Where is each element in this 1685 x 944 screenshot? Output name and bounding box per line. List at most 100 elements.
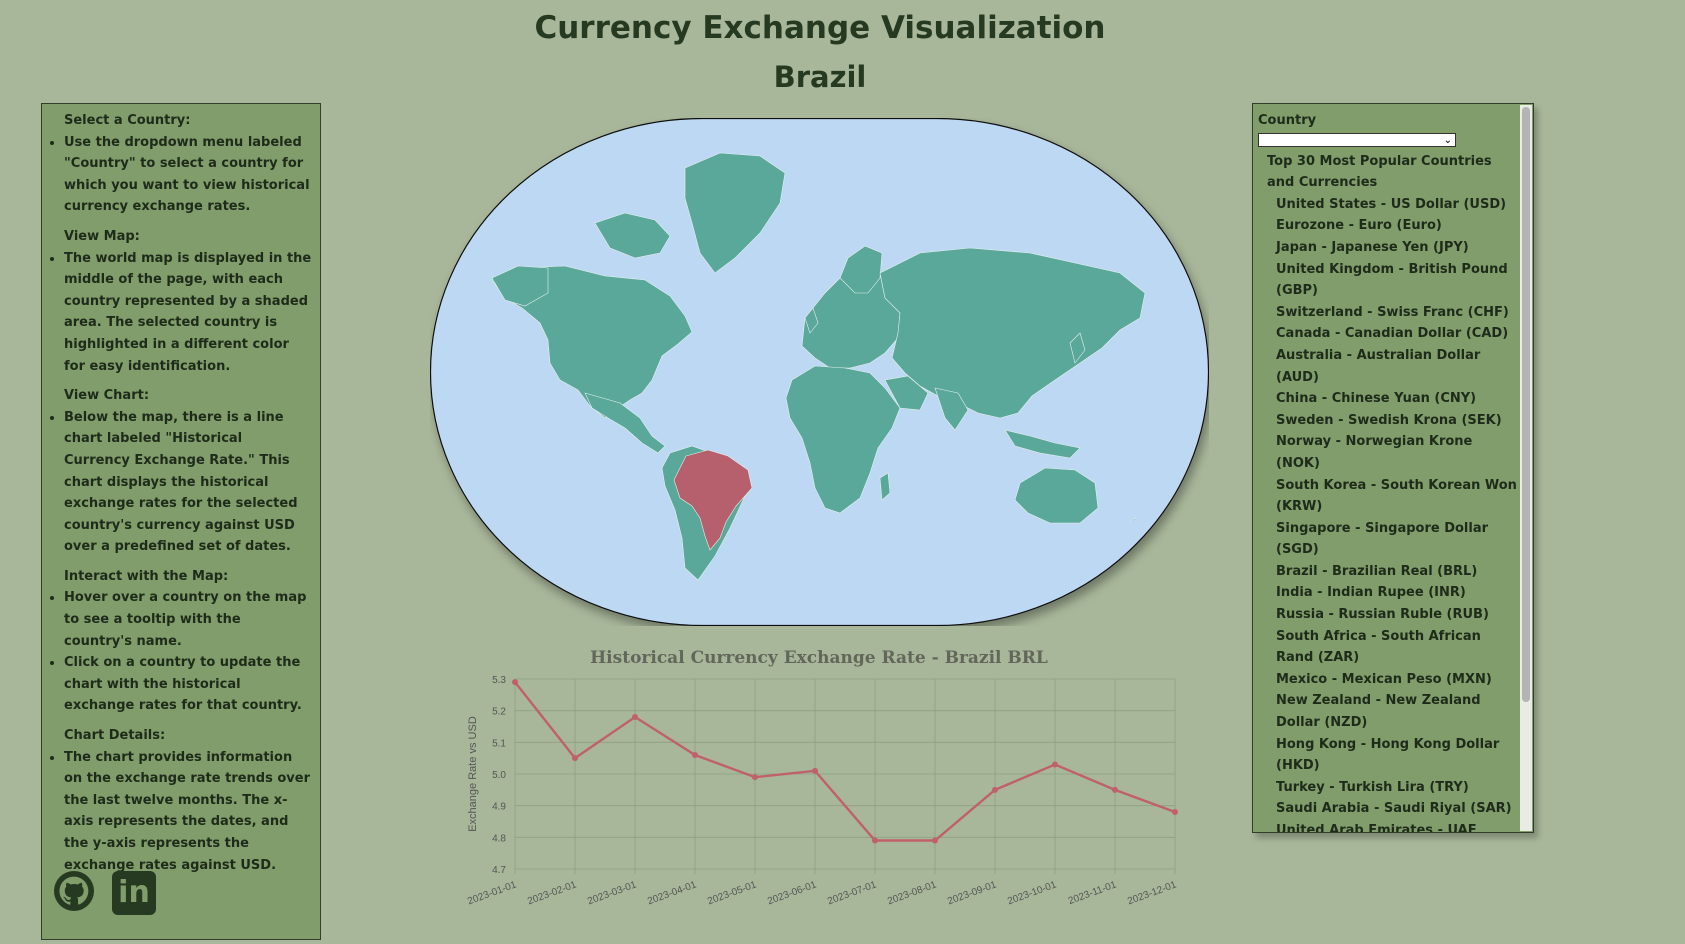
country-option[interactable]: China - Chinese Yuan (CNY) [1276, 391, 1477, 407]
y-tick-label: 5.1 [492, 738, 506, 749]
country-africa[interactable] [785, 365, 901, 514]
country-brazil[interactable] [673, 449, 753, 551]
country-option[interactable]: India - Indian Rupee (INR) [1276, 585, 1466, 601]
instruction-section-title: View Map: [64, 228, 140, 244]
country-option[interactable]: Brazil - Brazilian Real (BRL) [1276, 563, 1478, 579]
x-tick-label: 2023-03-01 [586, 879, 638, 907]
instruction-section: Interact with the Map: Hover over a count… [42, 566, 320, 717]
y-tick-label: 4.8 [492, 833, 506, 844]
country-option[interactable]: Russia - Russian Ruble (RUB) [1276, 607, 1489, 623]
country-madagascar[interactable] [879, 472, 891, 501]
country-greenland[interactable] [684, 152, 786, 274]
data-point [872, 837, 878, 844]
data-point [1052, 761, 1058, 768]
country-list: United States - US Dollar (USD) Eurozone … [1276, 194, 1519, 833]
instruction-bullet: Below the map, there is a line chart lab… [64, 407, 312, 558]
instruction-bullets: Hover over a country on the map to see a… [42, 587, 320, 717]
country-japan[interactable] [1069, 332, 1086, 364]
data-point [1112, 786, 1118, 793]
country-option[interactable]: New Zealand - New Zealand Dollar (NZD) [1276, 693, 1481, 731]
x-tick-label: 2023-11-01 [1067, 879, 1119, 907]
country-arabia[interactable] [884, 375, 929, 411]
country-panel: Country ⌄ Top 30 Most Popular Countries … [1252, 103, 1534, 833]
instruction-section: Select a Country: Use the dropdown menu l… [42, 110, 320, 218]
country-panel-scrollbar[interactable] [1520, 105, 1532, 831]
country-option[interactable]: United Arab Emirates - UAE Dirham (AED) [1276, 823, 1477, 833]
instruction-bullet: The world map is displayed in the middle… [64, 248, 312, 378]
instruction-bullets: Below the map, there is a line chart lab… [42, 407, 320, 558]
instruction-bullet: Click on a country to update the chart w… [64, 652, 312, 717]
country-australia[interactable] [1014, 467, 1099, 524]
country-asia[interactable] [879, 247, 1146, 419]
instructions-panel: Select a Country: Use the dropdown menu l… [41, 103, 321, 940]
country-label: Country [1258, 113, 1317, 128]
country-option[interactable]: Hong Kong - Hong Kong Dollar (HKD) [1276, 736, 1500, 774]
data-point [1172, 809, 1178, 815]
y-axis-label: Exchange Rate vs USD [467, 716, 479, 832]
country-option[interactable]: Saudi Arabia - Saudi Riyal (SAR) [1276, 801, 1512, 817]
chevron-down-icon: ⌄ [1443, 134, 1452, 146]
scrollbar-thumb[interactable] [1522, 107, 1530, 702]
instruction-section-title: Select a Country: [64, 113, 191, 128]
data-point [692, 752, 698, 758]
page-title: Currency Exchange Visualization [534, 10, 1106, 46]
country-option[interactable]: South Korea - South Korean Won (KRW) [1276, 477, 1517, 515]
social-links: in [54, 871, 156, 915]
instruction-bullets: Use the dropdown menu labeled "Country" … [42, 132, 320, 218]
x-tick-label: 2023-08-01 [886, 879, 938, 907]
linkedin-link[interactable]: in [112, 871, 156, 915]
x-tick-label: 2023-12-01 [1126, 879, 1178, 907]
x-tick-label: 2023-01-01 [466, 879, 518, 907]
country-option[interactable]: United States - US Dollar (USD) [1276, 196, 1507, 212]
data-point [812, 767, 818, 774]
country-option[interactable]: South Africa - South African Rand (ZAR) [1276, 628, 1481, 666]
instruction-bullet: Hover over a country on the map to see a… [64, 587, 312, 652]
country-option[interactable]: Australia - Australian Dollar (AUD) [1276, 347, 1481, 385]
world-map[interactable] [429, 117, 1210, 627]
country-indonesia[interactable] [1004, 429, 1081, 459]
country-option[interactable]: Eurozone - Euro (Euro) [1276, 218, 1442, 234]
data-point [932, 837, 938, 844]
x-tick-label: 2023-10-01 [1006, 879, 1058, 907]
data-point [992, 786, 998, 793]
country-option[interactable]: United Kingdom - British Pound (GBP) [1276, 261, 1508, 299]
instructions-list: Select a Country: Use the dropdown menu l… [42, 110, 320, 876]
y-tick-label: 5.2 [492, 707, 506, 718]
country-arctic-islands[interactable] [594, 212, 671, 259]
y-tick-label: 5.0 [492, 770, 506, 781]
x-tick-label: 2023-07-01 [826, 879, 878, 907]
y-tick-label: 4.7 [492, 865, 506, 876]
y-tick-label: 5.3 [492, 675, 506, 686]
country-north-america[interactable] [491, 265, 693, 419]
x-tick-label: 2023-09-01 [946, 879, 998, 907]
x-tick-label: 2023-02-01 [526, 879, 578, 907]
country-option[interactable]: Norway - Norwegian Krone (NOK) [1276, 434, 1473, 471]
data-point [632, 714, 638, 720]
data-point [512, 679, 518, 686]
exchange-rate-chart: 4.7 4.8 4.9 5.0 5.1 5.2 5.3 2023-01-01 2023-02-0… [466, 675, 1178, 907]
x-tick-label: 2023-05-01 [706, 879, 758, 907]
world-map-svg[interactable] [429, 117, 1210, 627]
country-mexico[interactable] [584, 392, 666, 454]
country-option[interactable]: Switzerland - Swiss Franc (CHF) [1276, 304, 1509, 320]
x-tick-label: 2023-04-01 [646, 879, 698, 907]
country-alaska[interactable] [491, 265, 549, 307]
country-scandinavia[interactable] [839, 245, 883, 294]
github-icon [56, 873, 92, 909]
instruction-section: View Map: The world map is displayed in t… [42, 226, 320, 377]
country-option[interactable]: Turkey - Turkish Lira (TRY) [1276, 779, 1469, 795]
x-tick-label: 2023-06-01 [766, 879, 818, 907]
country-option[interactable]: Canada - Canadian Dollar (CAD) [1276, 326, 1509, 342]
country-option[interactable]: Japan - Japanese Yen (JPY) [1276, 239, 1469, 255]
country-india[interactable] [934, 387, 969, 431]
country-uk[interactable] [804, 307, 819, 334]
country-option[interactable]: Sweden - Swedish Krona (SEK) [1276, 412, 1502, 428]
data-point [752, 774, 758, 781]
country-option[interactable]: Mexico - Mexican Peso (MXN) [1276, 671, 1492, 687]
instruction-bullets: The chart provides information on the ex… [42, 747, 320, 877]
country-select[interactable]: ⌄ [1258, 132, 1456, 147]
github-link[interactable] [54, 871, 94, 911]
instruction-section: Chart Details: The chart provides informa… [42, 725, 320, 876]
instruction-section: View Chart: Below the map, there is a lin… [42, 385, 320, 558]
country-option[interactable]: Singapore - Singapore Dollar (SGD) [1276, 520, 1489, 558]
